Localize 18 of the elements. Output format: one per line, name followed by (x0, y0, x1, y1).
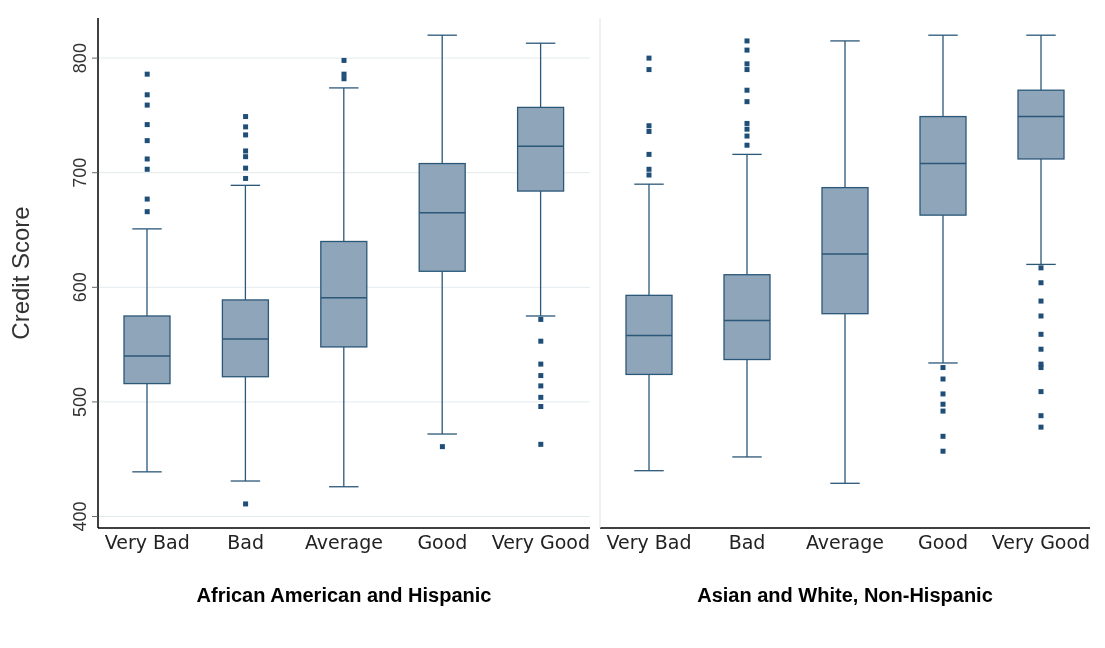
y-tick-label: 400 (70, 501, 90, 532)
x-tick-label: Very Good (491, 531, 590, 554)
x-tick-label: Average (805, 531, 885, 554)
x-tick-label: Very Bad (104, 531, 190, 554)
x-tick-label: Very Bad (606, 531, 692, 554)
y-tick-label: 700 (70, 157, 90, 188)
x-tick-label: Bad (728, 531, 766, 554)
y-tick-label: 600 (70, 272, 90, 303)
x-tick-label: Bad (227, 531, 264, 554)
x-tick-label: Very Good (991, 531, 1091, 554)
x-tick-label: Good (417, 531, 468, 554)
x-tick-label: Good (917, 531, 969, 554)
x-axis-title: African American and Hispanic (196, 584, 492, 606)
x-tick-label: Average (304, 531, 384, 554)
y-tick-label: 800 (70, 43, 90, 74)
y-axis-title: Credit Score (6, 206, 34, 340)
y-tick-label: 500 (70, 386, 90, 417)
x-axis-title: Asian and White, Non-Hispanic (697, 584, 993, 606)
